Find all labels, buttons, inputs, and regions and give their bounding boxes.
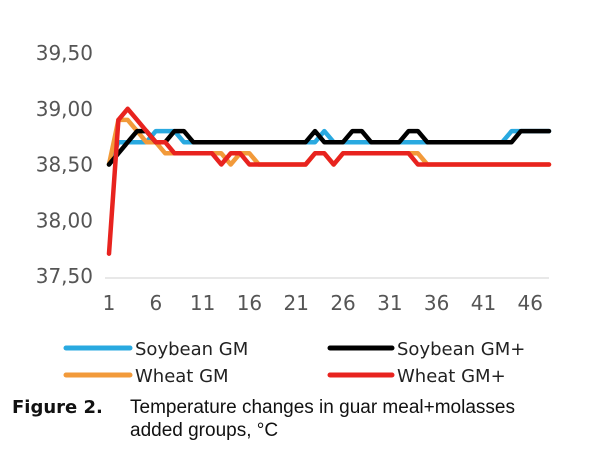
caption-text: Temperature changes in guar meal+molasse… <box>130 397 515 441</box>
line-chart: 39,50 39,00 38,50 38,00 37,50 1 6 11 16 21 26 31 36 4… <box>36 41 552 387</box>
x-tick-label: 21 <box>284 291 309 315</box>
x-tick-label: 11 <box>190 291 215 315</box>
legend-label: Wheat GM+ <box>397 366 506 387</box>
x-tick-label: 31 <box>377 291 402 315</box>
y-tick-label: 37,50 <box>36 264 93 288</box>
x-tick-label: 41 <box>471 291 496 315</box>
legend-label: Soybean GM+ <box>397 339 525 360</box>
x-tick-label: 16 <box>237 291 262 315</box>
y-tick-label: 39,00 <box>36 97 93 121</box>
x-tick-label: 36 <box>424 291 449 315</box>
legend-label: Wheat GM <box>135 366 229 387</box>
y-tick-label: 39,50 <box>36 41 93 65</box>
x-tick-label: 6 <box>149 291 162 315</box>
x-tick-label: 46 <box>518 291 543 315</box>
y-tick-label: 38,00 <box>36 208 93 232</box>
x-tick-label: 26 <box>330 291 355 315</box>
x-tick-label: 1 <box>103 291 116 315</box>
legend-label: Soybean GM <box>135 339 248 360</box>
caption-label: Figure 2. <box>12 397 103 418</box>
y-tick-label: 38,50 <box>36 153 93 177</box>
series-line-wheat-gm <box>106 106 552 256</box>
series-line-soybean-gm <box>106 128 552 167</box>
